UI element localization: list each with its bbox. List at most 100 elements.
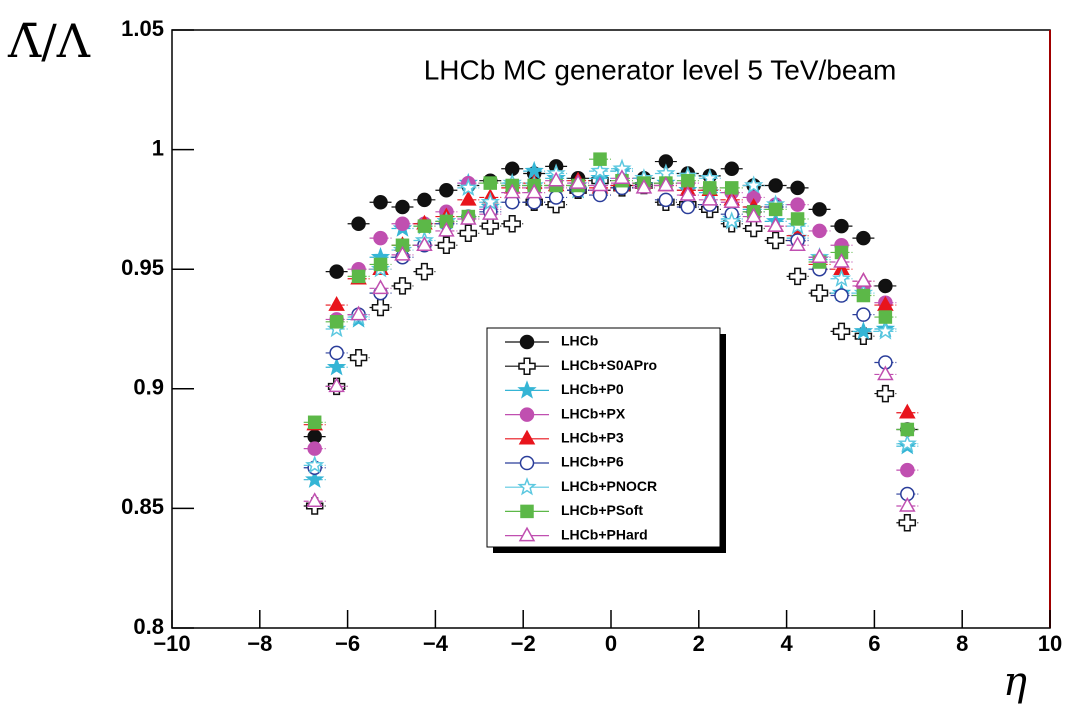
marker <box>438 221 455 237</box>
marker <box>329 315 344 329</box>
marker <box>897 433 917 453</box>
marker <box>590 160 610 180</box>
marker <box>517 477 537 496</box>
marker <box>351 216 366 232</box>
marker <box>789 236 806 252</box>
marker <box>613 169 631 185</box>
marker <box>569 174 587 189</box>
marker <box>307 429 322 444</box>
y-tick-label: 0.9 <box>133 375 164 400</box>
x-tick-label: 0 <box>605 631 617 656</box>
marker <box>520 504 534 519</box>
marker <box>744 175 764 194</box>
marker <box>415 262 434 281</box>
marker <box>811 248 828 263</box>
marker <box>373 194 388 210</box>
marker <box>898 514 917 532</box>
y-axis-label: Λ̄/Λ <box>7 14 91 68</box>
marker <box>373 230 388 246</box>
marker <box>658 192 674 208</box>
marker <box>832 322 851 341</box>
legend-label: LHCb+P6 <box>561 454 624 470</box>
marker <box>307 441 322 456</box>
marker <box>525 183 543 199</box>
marker <box>518 357 536 375</box>
x-tick-label: 4 <box>780 631 793 656</box>
marker <box>900 422 915 437</box>
marker <box>307 415 322 430</box>
marker <box>481 217 500 235</box>
marker <box>591 176 609 192</box>
marker <box>878 310 893 324</box>
legend-label: LHCb+PSoft <box>561 502 643 518</box>
marker <box>679 186 697 201</box>
marker <box>680 199 696 215</box>
marker <box>349 348 368 367</box>
marker <box>834 218 849 234</box>
marker <box>503 183 521 199</box>
marker <box>767 217 784 232</box>
marker <box>856 288 871 303</box>
y-tick-label: 1 <box>152 135 164 160</box>
x-tick-label: 10 <box>1038 631 1062 656</box>
marker <box>766 231 785 250</box>
legend-label: LHCb+S0APro <box>561 357 657 373</box>
marker <box>519 334 535 350</box>
marker <box>518 429 536 445</box>
marker <box>519 455 535 471</box>
x-tick-label: 8 <box>956 631 968 656</box>
marker <box>856 230 871 246</box>
x-axis-label: η <box>1003 659 1027 705</box>
y-tick-label: 1.05 <box>121 16 164 41</box>
marker <box>875 321 896 340</box>
marker <box>518 526 536 542</box>
marker <box>395 199 410 215</box>
legend-label: LHCb+PHard <box>561 526 648 542</box>
marker <box>439 183 454 198</box>
chart-title: LHCb MC generator level 5 TeV/beam <box>424 54 897 85</box>
marker <box>790 212 805 226</box>
y-tick-label: 0.95 <box>121 255 164 280</box>
legend-label: LHCb+PX <box>561 405 626 421</box>
marker <box>328 296 345 311</box>
marker <box>371 298 390 317</box>
x-tick-label: −4 <box>423 631 449 656</box>
marker <box>329 264 344 279</box>
marker <box>853 321 874 340</box>
marker <box>855 272 872 287</box>
marker <box>437 236 456 255</box>
marker <box>305 455 325 474</box>
marker <box>394 245 411 261</box>
marker <box>788 267 807 286</box>
x-tick-label: −6 <box>335 631 360 656</box>
y-tick-label: 0.8 <box>133 614 164 639</box>
marker <box>899 496 916 512</box>
marker <box>833 252 850 268</box>
marker <box>701 190 719 206</box>
marker <box>831 268 852 287</box>
y-tick-label: 0.85 <box>121 494 164 519</box>
marker <box>326 357 347 376</box>
marker <box>877 365 894 381</box>
marker <box>519 407 535 422</box>
marker <box>722 211 742 230</box>
marker <box>876 384 895 403</box>
marker <box>856 307 871 322</box>
marker <box>900 462 915 478</box>
marker <box>812 223 827 239</box>
marker <box>877 296 894 311</box>
marker <box>878 278 893 294</box>
marker <box>460 190 477 206</box>
marker <box>745 207 762 223</box>
marker <box>790 197 805 212</box>
marker <box>395 216 410 232</box>
legend-label: LHCb+P3 <box>561 430 624 446</box>
marker <box>459 224 478 243</box>
marker <box>790 180 805 196</box>
marker <box>460 209 477 225</box>
marker <box>681 173 695 188</box>
legend: LHCb LHCb+S0APro LHCb+P0 LHCb+PX LHCb+P3 LHCb… <box>486 327 726 553</box>
marker <box>744 219 763 238</box>
